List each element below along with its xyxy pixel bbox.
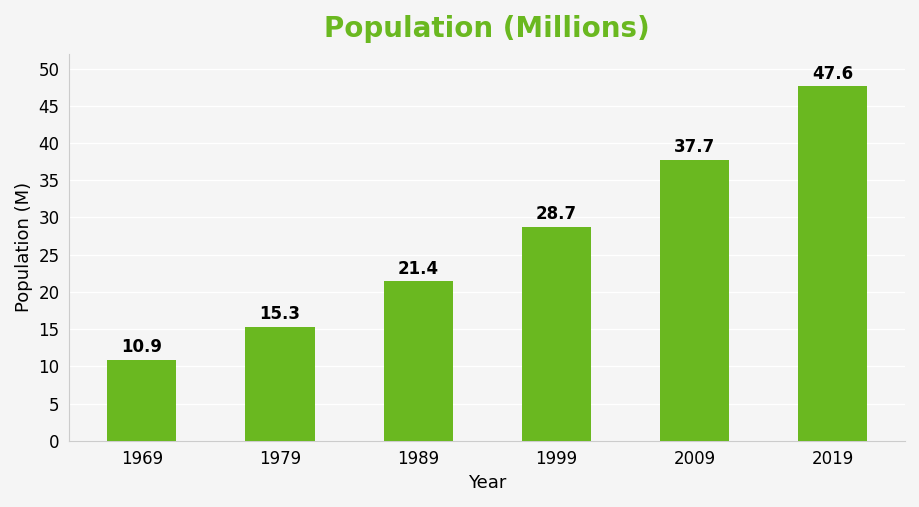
Bar: [245, 327, 314, 441]
Title: Population (Millions): Population (Millions): [324, 15, 650, 43]
Bar: [383, 281, 452, 441]
Bar: [108, 359, 176, 441]
Text: 21.4: 21.4: [397, 260, 438, 278]
Text: 15.3: 15.3: [259, 305, 301, 323]
Text: 10.9: 10.9: [121, 338, 163, 356]
Bar: [659, 160, 728, 441]
Text: 37.7: 37.7: [673, 138, 714, 156]
Bar: [521, 227, 590, 441]
X-axis label: Year: Year: [468, 474, 505, 492]
Y-axis label: Population (M): Population (M): [15, 182, 33, 312]
Text: 47.6: 47.6: [811, 65, 852, 83]
Bar: [797, 86, 866, 441]
Text: 28.7: 28.7: [535, 205, 576, 224]
